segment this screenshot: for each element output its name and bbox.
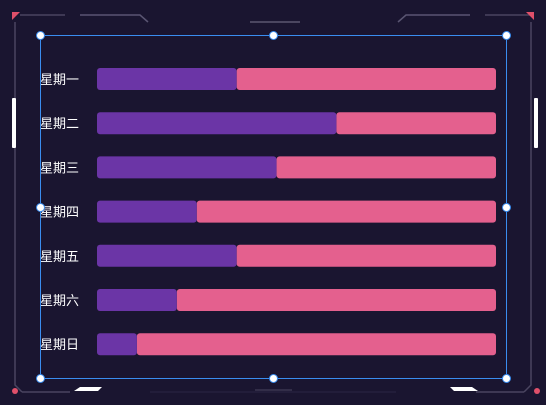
category-label: 星期日 (40, 338, 79, 353)
corner-accent-top-right (526, 12, 534, 20)
bottom-slant-left (74, 387, 102, 391)
corner-dot-bottom-right (534, 388, 540, 394)
bottom-slant-right (450, 387, 478, 391)
bar-segment-series-1 (97, 156, 277, 179)
bar-segment-series-2 (136, 333, 496, 356)
category-label: 星期五 (40, 250, 79, 265)
resize-handle-middle-right[interactable] (502, 203, 511, 212)
bar-segment-series-1 (97, 112, 337, 135)
resize-handle-bottom-right[interactable] (502, 374, 511, 383)
corner-dot-bottom-left (12, 388, 18, 394)
side-bar-left (12, 98, 16, 148)
category-label: 星期二 (40, 117, 79, 132)
bar-segment-series-1 (97, 68, 237, 90)
category-label: 星期六 (40, 294, 79, 309)
bar-segment-series-1 (97, 333, 137, 356)
bar-segment-series-2 (196, 200, 496, 223)
corner-accent-top-left (12, 12, 20, 20)
category-label: 星期一 (40, 73, 79, 88)
resize-handle-top-center[interactable] (269, 31, 278, 40)
bar-segment-series-2 (336, 112, 496, 135)
bars-layer (97, 68, 497, 356)
selection-box[interactable] (40, 35, 507, 379)
category-label: 星期四 (40, 206, 79, 221)
resize-handle-bottom-center[interactable] (269, 374, 278, 383)
bar-segment-series-2 (276, 156, 496, 179)
bar-segment-series-2 (236, 244, 496, 267)
resize-handle-top-right[interactable] (502, 31, 511, 40)
resize-handle-top-left[interactable] (36, 31, 45, 40)
resize-handle-bottom-left[interactable] (36, 374, 45, 383)
bar-segment-series-2 (236, 68, 496, 90)
resize-handle-middle-left[interactable] (36, 203, 45, 212)
bar-segment-series-2 (176, 289, 497, 311)
bar-segment-series-1 (97, 244, 237, 267)
category-label: 星期三 (40, 161, 79, 176)
bar-segment-series-1 (97, 200, 197, 223)
side-bar-right (534, 98, 538, 148)
bar-segment-series-1 (97, 289, 177, 311)
